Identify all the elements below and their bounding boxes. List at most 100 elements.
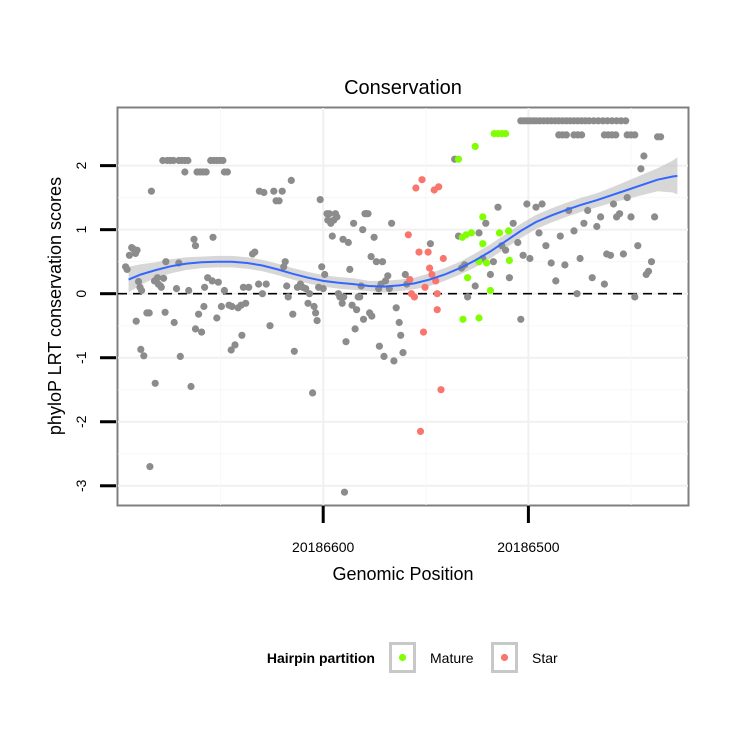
point-mature <box>471 142 479 150</box>
point-other <box>223 168 231 176</box>
point-other <box>647 258 656 266</box>
point-star <box>418 176 426 184</box>
point-other <box>147 187 155 195</box>
point-other <box>162 258 170 266</box>
point-other <box>191 242 200 250</box>
point-other <box>227 346 235 354</box>
point-other <box>209 233 217 241</box>
point-other <box>399 349 407 357</box>
point-other <box>280 263 288 271</box>
point-star <box>426 264 434 272</box>
point-other <box>137 345 145 353</box>
point-other <box>304 299 312 307</box>
point-other <box>275 197 283 205</box>
y-tick-label: -2 <box>73 415 89 428</box>
point-other <box>202 168 210 176</box>
point-other <box>346 265 354 273</box>
point-other <box>262 280 270 288</box>
point-other <box>576 254 584 263</box>
chart-title: Conservation <box>344 77 462 99</box>
y-tick-label: 0 <box>73 290 89 298</box>
point-other <box>260 188 268 197</box>
plot-panel <box>116 106 690 507</box>
point-other <box>316 196 324 204</box>
point-other <box>489 258 497 266</box>
legend-title: Hairpin partition <box>267 650 375 666</box>
point-other <box>283 282 291 290</box>
point-mature <box>495 229 504 237</box>
point-other <box>160 274 168 282</box>
point-other <box>368 312 376 320</box>
point-other <box>367 253 375 261</box>
point-other <box>242 299 250 307</box>
data-points <box>122 117 665 496</box>
point-other <box>584 206 592 215</box>
legend-dot-mature <box>398 653 407 662</box>
point-other <box>319 285 327 293</box>
point-mature <box>464 274 472 282</box>
point-other <box>482 219 490 227</box>
point-other <box>532 203 540 211</box>
point-other <box>340 488 349 496</box>
point-star <box>419 328 428 336</box>
point-other <box>514 238 522 247</box>
point-other <box>214 278 222 286</box>
point-other <box>217 302 225 311</box>
point-other <box>390 357 398 365</box>
point-other <box>157 283 165 291</box>
point-star <box>412 184 420 192</box>
point-star <box>433 306 441 314</box>
point-other <box>631 131 639 139</box>
point-other <box>657 133 665 141</box>
point-other <box>140 352 148 360</box>
point-other <box>201 283 209 291</box>
point-other <box>517 315 525 323</box>
point-other <box>191 325 200 333</box>
point-star <box>410 293 418 301</box>
point-other <box>325 210 333 218</box>
point-other <box>312 309 320 317</box>
point-star <box>435 183 443 191</box>
point-other <box>401 270 409 279</box>
point-star <box>433 290 441 298</box>
point-other <box>370 233 378 241</box>
point-other <box>535 229 543 237</box>
point-other <box>397 331 405 339</box>
point-other <box>538 200 546 208</box>
point-other <box>238 331 246 339</box>
point-other <box>526 254 534 263</box>
point-other <box>375 342 383 350</box>
point-other <box>125 251 133 259</box>
point-other <box>305 290 314 298</box>
point-other <box>580 219 588 227</box>
point-other <box>556 232 564 240</box>
point-other <box>395 318 403 327</box>
point-other <box>471 282 479 290</box>
y-tick-label: -3 <box>73 479 89 492</box>
point-other <box>505 274 513 282</box>
legend-label-mature: Mature <box>430 650 474 666</box>
point-mature <box>505 256 513 264</box>
point-other <box>310 302 318 311</box>
point-other <box>134 277 143 286</box>
point-other <box>220 286 228 295</box>
point-other <box>153 274 162 282</box>
point-other <box>339 235 347 243</box>
point-other <box>597 213 605 221</box>
point-other <box>208 277 216 285</box>
point-other <box>380 352 388 360</box>
point-other <box>161 308 169 316</box>
point-other <box>426 240 434 248</box>
point-other <box>219 156 227 165</box>
point-other <box>552 277 560 285</box>
point-other <box>328 232 336 240</box>
point-other <box>378 258 387 266</box>
point-other <box>627 213 635 221</box>
point-other <box>637 165 645 173</box>
point-other <box>547 259 555 267</box>
point-other <box>392 304 400 312</box>
point-mature <box>475 314 483 322</box>
point-other <box>634 242 642 250</box>
point-other <box>573 290 581 298</box>
